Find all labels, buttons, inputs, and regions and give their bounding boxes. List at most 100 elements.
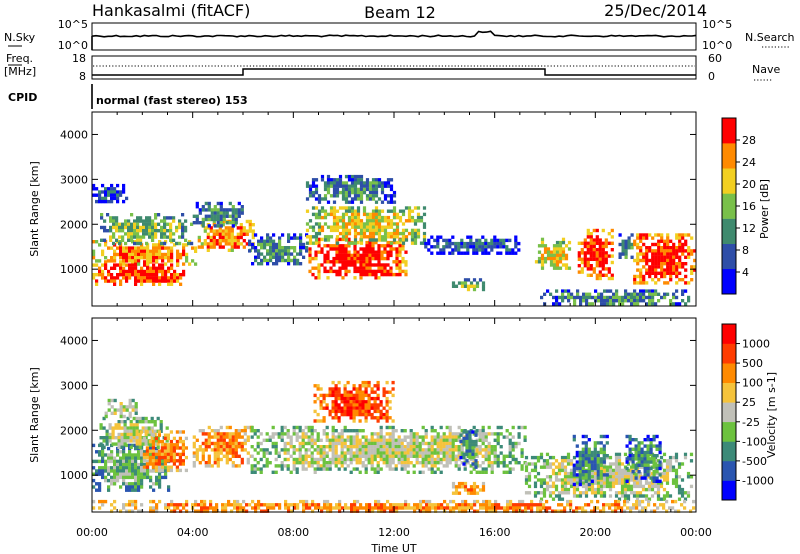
velocity-cell <box>668 465 673 469</box>
power-cell <box>386 240 390 245</box>
velocity-cell <box>346 396 350 401</box>
power-cell <box>398 272 402 277</box>
power-cell <box>359 194 364 198</box>
velocity-cell <box>358 441 362 446</box>
velocity-cell <box>394 448 398 452</box>
velocity-cell <box>626 487 631 492</box>
velocity-cell <box>614 459 619 463</box>
velocity-cell <box>637 444 641 448</box>
velocity-cell <box>644 487 649 492</box>
power-cell <box>113 252 117 257</box>
velocity-cell <box>159 420 163 424</box>
power-cell <box>163 241 167 246</box>
power-cell <box>395 260 399 264</box>
power-cell <box>350 222 355 226</box>
power-cell <box>636 281 640 285</box>
power-cell <box>176 252 180 257</box>
velocity-cell <box>569 459 574 463</box>
velocity-cell <box>119 466 123 470</box>
power-cell <box>660 236 664 240</box>
power-cell <box>681 252 685 256</box>
velocity-cell <box>280 435 284 439</box>
power-cell <box>338 244 342 248</box>
velocity-cell <box>370 441 374 446</box>
power-cell <box>260 246 264 250</box>
power-cell <box>140 256 144 260</box>
power-cell <box>371 225 376 229</box>
velocity-cell <box>643 438 647 442</box>
power-cell <box>341 222 346 226</box>
power-cell <box>95 199 99 204</box>
velocity-cell <box>334 416 338 420</box>
power-cell <box>604 251 608 255</box>
velocity-cell <box>175 443 179 447</box>
velocity-cell <box>343 390 347 394</box>
velocity-cell <box>132 439 136 443</box>
velocity-cell <box>361 448 365 452</box>
velocity-cell <box>234 448 238 452</box>
power-cell <box>146 269 150 274</box>
power-cell <box>362 263 366 267</box>
power-cell <box>380 225 385 229</box>
velocity-cell <box>602 454 606 458</box>
power-cell <box>251 232 255 236</box>
velocity-cell <box>421 451 425 455</box>
power-cell <box>344 256 348 261</box>
velocity-cell <box>135 429 139 433</box>
velocity-cell <box>367 400 371 404</box>
velocity-cell <box>222 441 226 446</box>
velocity-cell <box>430 461 434 465</box>
power-cell <box>678 255 682 259</box>
power-cell <box>200 245 204 249</box>
power-cell <box>496 251 500 255</box>
power-cell <box>344 238 349 242</box>
power-cell <box>398 266 402 270</box>
velocity-cell <box>575 444 579 448</box>
velocity-cell <box>228 457 232 462</box>
power-cell <box>308 269 312 274</box>
power-cell <box>543 256 548 261</box>
power-cell <box>121 235 125 239</box>
power-cell <box>231 214 235 218</box>
velocity-cell <box>298 441 302 446</box>
velocity-cell <box>125 453 129 457</box>
velocity-cell <box>104 469 108 473</box>
power-cell <box>607 270 611 274</box>
velocity-cell <box>590 468 595 473</box>
velocity-cell <box>587 484 592 489</box>
power-cell <box>395 231 400 236</box>
velocity-cell <box>430 470 434 474</box>
power-cell <box>198 208 202 212</box>
velocity-cell <box>373 390 377 394</box>
power-cell <box>130 235 134 239</box>
power-cell <box>597 299 601 303</box>
velocity-cell <box>391 457 395 462</box>
power-cell <box>371 209 376 213</box>
velocity-cell <box>128 469 132 473</box>
velocity-cell <box>313 441 317 446</box>
velocity-cell <box>655 476 659 480</box>
power-cell <box>181 229 185 233</box>
power-cell <box>577 254 581 258</box>
power-cell <box>481 281 486 285</box>
velocity-cell <box>355 393 359 398</box>
power-cell <box>245 219 249 224</box>
power-cell <box>130 229 134 233</box>
power-cell <box>275 262 279 266</box>
power-cell <box>484 245 488 249</box>
power-cell <box>200 242 204 246</box>
velocity-cell <box>113 472 117 476</box>
power-cell <box>678 233 682 237</box>
velocity-cell <box>135 432 139 437</box>
power-cell <box>314 241 319 245</box>
power-cell <box>136 232 140 236</box>
power-cell <box>645 246 649 250</box>
velocity-cell <box>599 476 603 480</box>
velocity-cell <box>599 463 603 467</box>
cpid-label: CPID <box>8 91 37 104</box>
power-cell <box>119 282 123 286</box>
power-cell <box>353 266 357 270</box>
velocity-cell <box>355 438 359 442</box>
velocity-cell <box>584 450 588 455</box>
velocity-cell <box>662 494 667 498</box>
